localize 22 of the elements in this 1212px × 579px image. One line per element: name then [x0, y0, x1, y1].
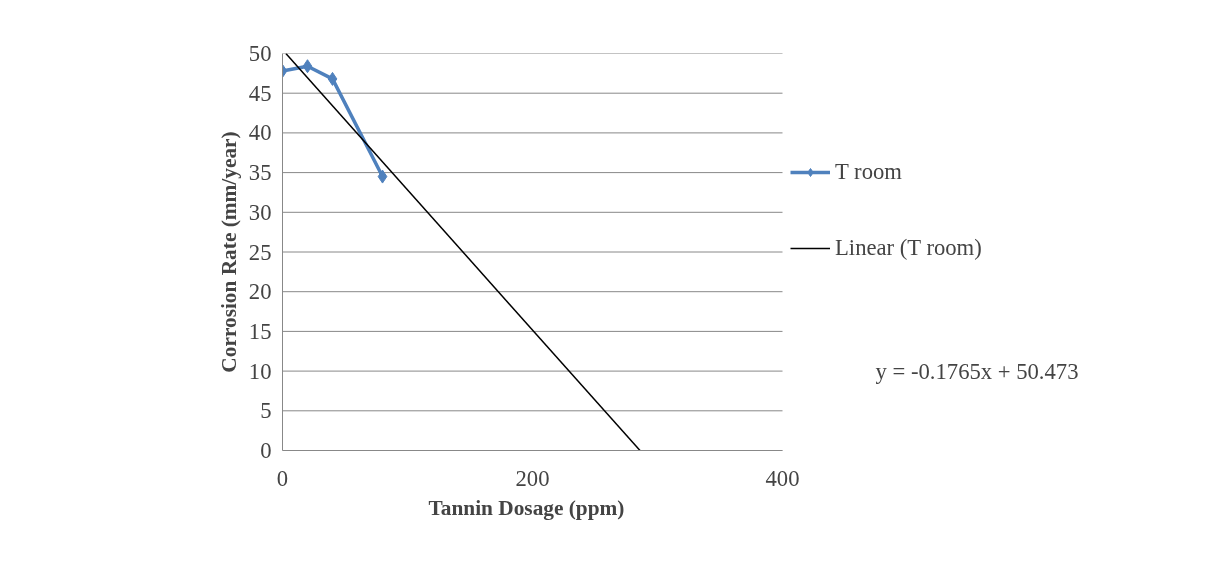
- y-tick-label: 5: [260, 398, 272, 424]
- y-tick-label: 20: [248, 279, 272, 305]
- y-tick-label: 45: [248, 80, 272, 106]
- y-tick-label: 0: [260, 438, 272, 463]
- y-tick-label: 35: [248, 160, 272, 186]
- point: [327, 71, 338, 86]
- point: [302, 59, 313, 74]
- x-axis-title: Tannin Dosage (ppm): [428, 495, 625, 520]
- y-tick-label: 25: [248, 239, 272, 265]
- x-tick-label: 200: [515, 465, 550, 491]
- text: y = -0.1765x + 50.473: [875, 359, 1079, 384]
- x-tick-label: 0: [276, 465, 289, 491]
- legend-label: Linear (T room): [835, 235, 982, 261]
- y-tick-label: 10: [248, 358, 272, 384]
- legend-label: T room: [835, 159, 902, 185]
- y-axis-title: Corrosion Rate (mm/year): [216, 131, 241, 373]
- x-tick-label: 400: [765, 465, 800, 491]
- y-tick-label: 30: [248, 199, 272, 225]
- y-tick-label: 15: [248, 318, 272, 344]
- point: [377, 169, 388, 184]
- y-tick-label: 50: [248, 41, 272, 66]
- y-tick-label: 40: [248, 120, 272, 146]
